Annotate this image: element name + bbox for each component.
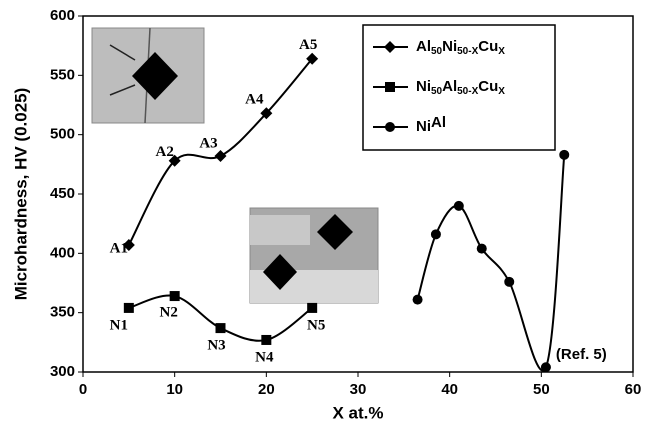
- y-tick-label: 350: [50, 304, 75, 321]
- marker: [307, 303, 317, 313]
- x-tick-label: 50: [533, 381, 550, 398]
- point-label: N3: [207, 338, 225, 354]
- marker: [385, 122, 395, 132]
- x-tick-label: 40: [441, 381, 458, 398]
- y-tick-label: 550: [50, 66, 75, 83]
- y-tick-label: 400: [50, 244, 75, 261]
- marker: [216, 323, 226, 333]
- point-label: A1: [110, 240, 128, 256]
- point-label: A4: [245, 92, 264, 108]
- y-tick-label: 500: [50, 126, 75, 143]
- marker: [170, 291, 180, 301]
- marker: [559, 150, 569, 160]
- x-tick-label: 10: [166, 381, 183, 398]
- y-tick-label: 600: [50, 7, 75, 24]
- x-tick-label: 60: [625, 381, 642, 398]
- point-label: N5: [307, 317, 325, 333]
- y-tick-label: 450: [50, 185, 75, 202]
- point-label: N1: [110, 317, 128, 333]
- marker: [431, 229, 441, 239]
- x-tick-label: 30: [350, 381, 367, 398]
- point-label: A5: [299, 37, 317, 53]
- marker: [124, 303, 134, 313]
- y-axis-label: Microhardness, HV (0.025): [11, 88, 30, 301]
- annotation: (Ref. 5): [556, 346, 607, 363]
- marker: [385, 82, 395, 92]
- series-line: [418, 155, 565, 371]
- y-tick-label: 300: [50, 363, 75, 380]
- marker: [454, 201, 464, 211]
- marker: [477, 244, 487, 254]
- marker: [504, 277, 514, 287]
- chart: X at.% Microhardness, HV (0.025) Al50Ni5…: [0, 0, 648, 431]
- inset-image: [92, 28, 204, 123]
- x-tick-label: 0: [79, 381, 87, 398]
- point-label: N4: [255, 349, 274, 365]
- marker: [261, 335, 271, 345]
- point-label: N2: [159, 304, 177, 320]
- marker: [215, 150, 227, 162]
- point-label: A2: [155, 144, 173, 160]
- marker: [541, 362, 551, 372]
- x-tick-label: 20: [258, 381, 275, 398]
- marker: [413, 295, 423, 305]
- x-axis-label: X at.%: [332, 403, 383, 422]
- inset-image: [250, 208, 378, 303]
- point-label: A3: [199, 135, 217, 151]
